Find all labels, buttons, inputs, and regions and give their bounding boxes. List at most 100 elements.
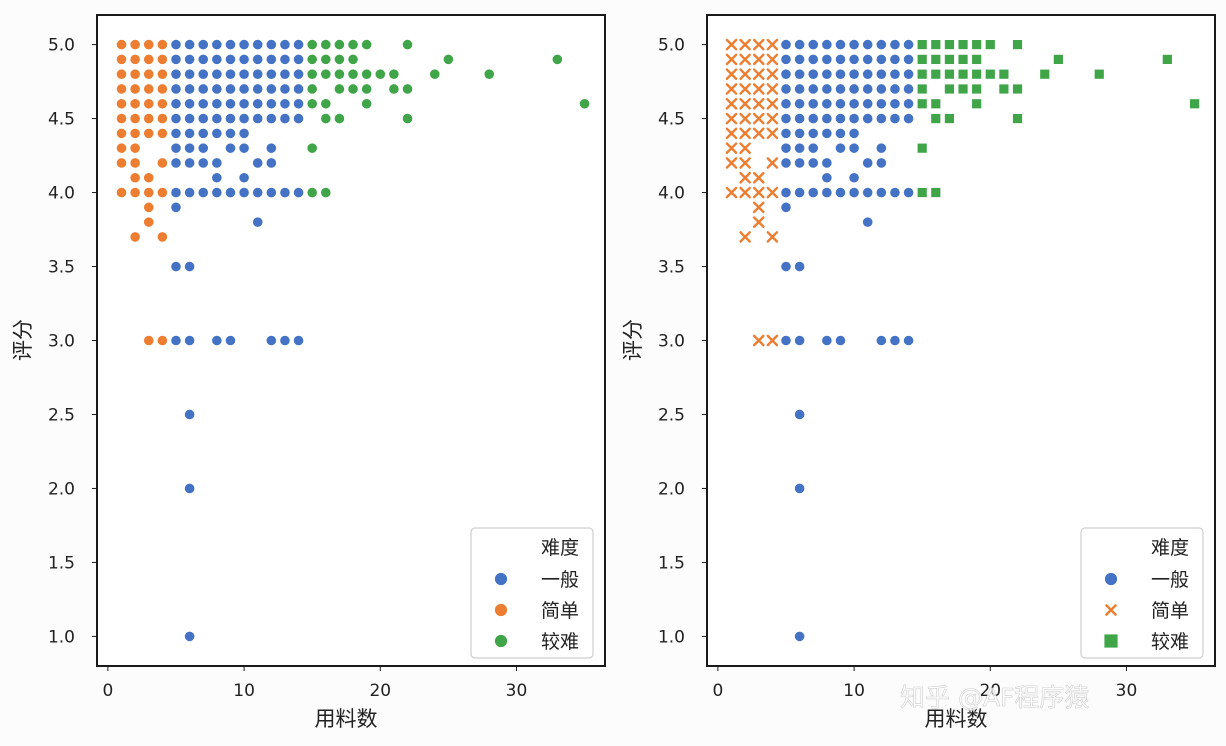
data-point: [875, 38, 887, 51]
data-point: [115, 53, 128, 65]
data-point: [211, 83, 223, 95]
data-point: [794, 127, 806, 139]
data-point: [766, 334, 779, 347]
data-point: [752, 38, 765, 51]
data-point: [848, 53, 860, 65]
data-point: [766, 53, 779, 66]
data-point: [834, 127, 847, 139]
data-point: [211, 127, 223, 139]
data-point: [944, 53, 955, 65]
data-point: [794, 68, 806, 80]
x-tick-label: 30: [1116, 681, 1138, 701]
data-point: [834, 53, 847, 65]
data-point: [265, 334, 277, 347]
data-point: [780, 127, 792, 139]
data-point: [971, 68, 983, 80]
data-point: [156, 112, 168, 125]
data-point: [265, 98, 277, 110]
data-point: [780, 53, 792, 65]
data-point: [184, 127, 196, 139]
data-point: [752, 53, 765, 66]
x-tick-label: 20: [369, 681, 391, 701]
data-point: [848, 68, 860, 80]
data-point: [848, 83, 860, 95]
data-point: [170, 53, 182, 65]
data-point: [739, 38, 751, 51]
data-point: [862, 216, 874, 228]
data-point: [889, 83, 901, 95]
data-point: [821, 186, 833, 199]
data-point: [115, 186, 128, 199]
y-tick-label: 3.5: [658, 258, 685, 278]
data-point: [1093, 68, 1105, 80]
data-point: [184, 260, 196, 273]
y-tick-label: 3.0: [658, 332, 685, 352]
data-point: [170, 157, 182, 169]
data-point: [211, 157, 223, 169]
data-point: [170, 98, 182, 110]
data-point: [279, 83, 291, 95]
data-point: [875, 334, 887, 347]
x-tick-label: 10: [843, 681, 865, 701]
data-point: [115, 98, 128, 110]
data-point: [902, 38, 915, 51]
data-point: [807, 83, 819, 95]
data-point: [780, 83, 792, 95]
data-point: [143, 201, 155, 213]
data-point: [265, 83, 277, 95]
data-point: [794, 482, 806, 495]
data-point: [916, 83, 928, 95]
data-point: [115, 127, 128, 139]
y-tick-label: 2.0: [48, 479, 75, 499]
y-tick-label: 1.5: [48, 553, 75, 573]
data-point: [821, 112, 833, 125]
data-point: [129, 98, 141, 110]
data-point: [238, 83, 250, 95]
legend-label: 一般: [541, 569, 579, 591]
data-point: [889, 186, 901, 199]
data-point: [347, 83, 359, 95]
data-point: [184, 157, 196, 169]
data-point: [197, 142, 209, 154]
data-point: [752, 83, 765, 95]
data-point: [930, 187, 942, 198]
data-point: [916, 39, 928, 50]
data-point: [834, 112, 847, 125]
data-point: [780, 142, 792, 154]
data-point: [184, 98, 196, 110]
data-point: [129, 38, 141, 51]
data-point: [957, 68, 969, 80]
y-tick-label: 1.0: [658, 627, 685, 647]
data-point: [902, 68, 915, 80]
y-tick-label: 4.0: [48, 184, 75, 204]
data-point: [238, 68, 250, 80]
data-point: [848, 172, 860, 184]
data-point: [184, 53, 196, 65]
data-point: [766, 83, 779, 95]
data-point: [875, 83, 887, 95]
data-point: [224, 98, 237, 110]
data-point: [320, 38, 332, 51]
data-point: [320, 53, 332, 65]
data-point: [279, 334, 291, 347]
data-point: [361, 68, 373, 80]
data-point: [129, 83, 141, 95]
data-point: [889, 53, 901, 65]
data-point: [821, 53, 833, 65]
data-point: [483, 68, 495, 80]
data-point: [170, 201, 182, 213]
data-point: [197, 68, 209, 80]
data-point: [794, 38, 806, 51]
data-point: [739, 97, 751, 110]
data-point: [780, 201, 792, 213]
data-point: [252, 216, 264, 228]
data-point: [170, 38, 182, 51]
data-point: [916, 68, 928, 80]
data-point: [902, 98, 915, 110]
data-point: [725, 97, 738, 110]
data-point: [578, 98, 591, 110]
x-tick-label: 10: [233, 681, 255, 701]
data-point: [766, 157, 779, 169]
data-point: [429, 68, 441, 80]
